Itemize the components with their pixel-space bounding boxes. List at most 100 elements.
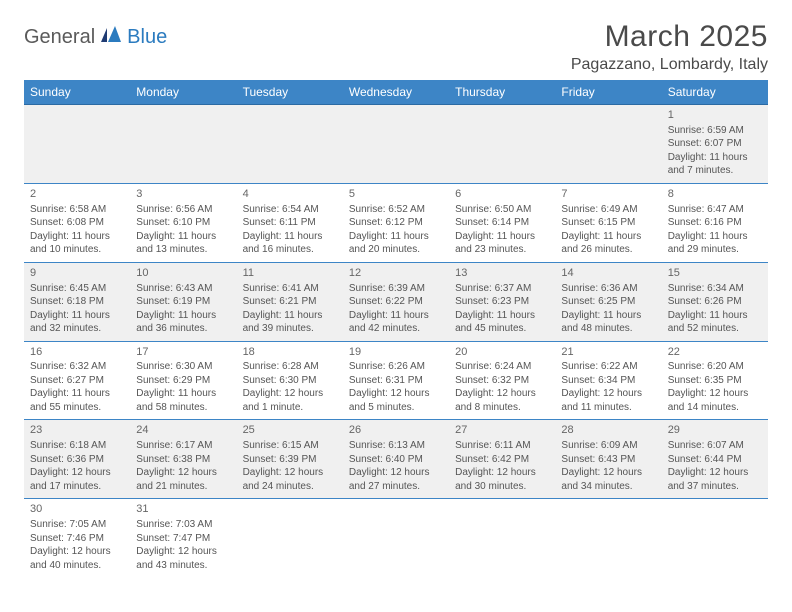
daylight-text: and 23 minutes. <box>455 243 549 257</box>
sunrise-text: Sunrise: 6:50 AM <box>455 203 549 217</box>
calendar-day-cell: 27Sunrise: 6:11 AMSunset: 6:42 PMDayligh… <box>449 420 555 499</box>
day-number: 21 <box>561 345 655 360</box>
calendar-empty-cell <box>449 499 555 577</box>
calendar-day-cell: 31Sunrise: 7:03 AMSunset: 7:47 PMDayligh… <box>130 499 236 577</box>
day-number: 24 <box>136 423 230 438</box>
sunset-text: Sunset: 6:16 PM <box>668 216 762 230</box>
header: General Blue March 2025 Pagazzano, Lomba… <box>24 20 768 74</box>
logo-flag-icon <box>101 26 123 49</box>
day-number: 22 <box>668 345 762 360</box>
day-number: 30 <box>30 502 124 517</box>
calendar-body: 1Sunrise: 6:59 AMSunset: 6:07 PMDaylight… <box>24 105 768 578</box>
calendar-day-cell: 30Sunrise: 7:05 AMSunset: 7:46 PMDayligh… <box>24 499 130 577</box>
daylight-text: and 40 minutes. <box>30 559 124 573</box>
calendar-day-cell: 3Sunrise: 6:56 AMSunset: 6:10 PMDaylight… <box>130 183 236 262</box>
daylight-text: and 14 minutes. <box>668 401 762 415</box>
weekday-header: Wednesday <box>343 80 449 105</box>
sunset-text: Sunset: 6:34 PM <box>561 374 655 388</box>
sunset-text: Sunset: 6:44 PM <box>668 453 762 467</box>
calendar-empty-cell <box>555 499 661 577</box>
sunset-text: Sunset: 6:15 PM <box>561 216 655 230</box>
daylight-text: Daylight: 12 hours <box>561 466 655 480</box>
daylight-text: and 1 minute. <box>243 401 337 415</box>
calendar-day-cell: 21Sunrise: 6:22 AMSunset: 6:34 PMDayligh… <box>555 341 661 420</box>
daylight-text: Daylight: 12 hours <box>30 545 124 559</box>
logo-text-blue: Blue <box>127 26 167 49</box>
sunrise-text: Sunrise: 6:41 AM <box>243 282 337 296</box>
day-number: 17 <box>136 345 230 360</box>
daylight-text: and 58 minutes. <box>136 401 230 415</box>
weekday-header: Monday <box>130 80 236 105</box>
daylight-text: and 30 minutes. <box>455 480 549 494</box>
sunrise-text: Sunrise: 6:45 AM <box>30 282 124 296</box>
day-number: 31 <box>136 502 230 517</box>
daylight-text: and 13 minutes. <box>136 243 230 257</box>
sunrise-text: Sunrise: 6:32 AM <box>30 360 124 374</box>
sunset-text: Sunset: 6:25 PM <box>561 295 655 309</box>
daylight-text: and 8 minutes. <box>455 401 549 415</box>
day-number: 1 <box>668 108 762 123</box>
sunset-text: Sunset: 6:40 PM <box>349 453 443 467</box>
calendar-day-cell: 17Sunrise: 6:30 AMSunset: 6:29 PMDayligh… <box>130 341 236 420</box>
calendar-day-cell: 23Sunrise: 6:18 AMSunset: 6:36 PMDayligh… <box>24 420 130 499</box>
daylight-text: and 34 minutes. <box>561 480 655 494</box>
calendar-day-cell: 19Sunrise: 6:26 AMSunset: 6:31 PMDayligh… <box>343 341 449 420</box>
daylight-text: and 42 minutes. <box>349 322 443 336</box>
sunset-text: Sunset: 6:30 PM <box>243 374 337 388</box>
day-number: 2 <box>30 187 124 202</box>
daylight-text: and 17 minutes. <box>30 480 124 494</box>
calendar-day-cell: 6Sunrise: 6:50 AMSunset: 6:14 PMDaylight… <box>449 183 555 262</box>
weekday-header: Tuesday <box>237 80 343 105</box>
daylight-text: Daylight: 11 hours <box>243 230 337 244</box>
daylight-text: and 55 minutes. <box>30 401 124 415</box>
daylight-text: Daylight: 11 hours <box>30 309 124 323</box>
calendar-day-cell: 11Sunrise: 6:41 AMSunset: 6:21 PMDayligh… <box>237 262 343 341</box>
calendar-day-cell: 13Sunrise: 6:37 AMSunset: 6:23 PMDayligh… <box>449 262 555 341</box>
daylight-text: and 5 minutes. <box>349 401 443 415</box>
daylight-text: and 20 minutes. <box>349 243 443 257</box>
sunset-text: Sunset: 6:36 PM <box>30 453 124 467</box>
calendar-day-cell: 20Sunrise: 6:24 AMSunset: 6:32 PMDayligh… <box>449 341 555 420</box>
sunrise-text: Sunrise: 6:07 AM <box>668 439 762 453</box>
calendar-day-cell: 25Sunrise: 6:15 AMSunset: 6:39 PMDayligh… <box>237 420 343 499</box>
sunrise-text: Sunrise: 6:17 AM <box>136 439 230 453</box>
sunset-text: Sunset: 6:35 PM <box>668 374 762 388</box>
sunrise-text: Sunrise: 6:39 AM <box>349 282 443 296</box>
day-number: 11 <box>243 266 337 281</box>
sunrise-text: Sunrise: 6:58 AM <box>30 203 124 217</box>
day-number: 20 <box>455 345 549 360</box>
daylight-text: and 27 minutes. <box>349 480 443 494</box>
daylight-text: and 16 minutes. <box>243 243 337 257</box>
daylight-text: and 52 minutes. <box>668 322 762 336</box>
sunrise-text: Sunrise: 6:47 AM <box>668 203 762 217</box>
daylight-text: Daylight: 12 hours <box>349 466 443 480</box>
sunset-text: Sunset: 6:26 PM <box>668 295 762 309</box>
daylight-text: and 32 minutes. <box>30 322 124 336</box>
sunrise-text: Sunrise: 6:20 AM <box>668 360 762 374</box>
day-number: 14 <box>561 266 655 281</box>
daylight-text: Daylight: 11 hours <box>30 230 124 244</box>
calendar-day-cell: 1Sunrise: 6:59 AMSunset: 6:07 PMDaylight… <box>662 105 768 184</box>
calendar-empty-cell <box>449 105 555 184</box>
daylight-text: Daylight: 12 hours <box>243 387 337 401</box>
day-number: 19 <box>349 345 443 360</box>
day-number: 12 <box>349 266 443 281</box>
daylight-text: and 10 minutes. <box>30 243 124 257</box>
calendar-empty-cell <box>237 105 343 184</box>
sunset-text: Sunset: 7:47 PM <box>136 532 230 546</box>
calendar-week-row: 23Sunrise: 6:18 AMSunset: 6:36 PMDayligh… <box>24 420 768 499</box>
sunset-text: Sunset: 6:32 PM <box>455 374 549 388</box>
daylight-text: Daylight: 12 hours <box>30 466 124 480</box>
daylight-text: Daylight: 11 hours <box>136 309 230 323</box>
daylight-text: Daylight: 11 hours <box>243 309 337 323</box>
sunrise-text: Sunrise: 6:43 AM <box>136 282 230 296</box>
daylight-text: Daylight: 11 hours <box>455 309 549 323</box>
day-number: 13 <box>455 266 549 281</box>
calendar-day-cell: 8Sunrise: 6:47 AMSunset: 6:16 PMDaylight… <box>662 183 768 262</box>
month-title: March 2025 <box>571 20 768 54</box>
daylight-text: Daylight: 11 hours <box>561 309 655 323</box>
logo: General Blue <box>24 26 167 49</box>
calendar-day-cell: 2Sunrise: 6:58 AMSunset: 6:08 PMDaylight… <box>24 183 130 262</box>
calendar-empty-cell <box>555 105 661 184</box>
calendar-day-cell: 18Sunrise: 6:28 AMSunset: 6:30 PMDayligh… <box>237 341 343 420</box>
